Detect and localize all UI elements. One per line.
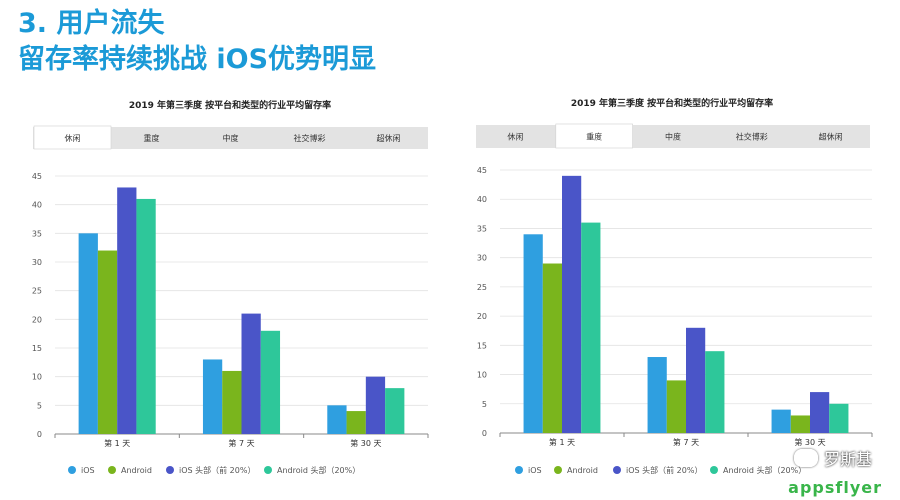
chart2-ytick: 0 xyxy=(482,429,487,438)
chart1-legend-label-1: Android xyxy=(121,466,152,475)
chart1-ytick: 20 xyxy=(32,315,42,324)
chart1-ytick: 5 xyxy=(37,401,42,410)
chart1-legend-label-3: Android 头部（20%） xyxy=(277,465,360,475)
chart1-bar-0-0 xyxy=(78,233,98,434)
chart1-legend-marker-2 xyxy=(166,466,174,474)
chart1-bar-1-1 xyxy=(222,370,242,434)
wechat-icon xyxy=(793,449,818,467)
slide-title: 3. 用户流失 留存率持续挑战 iOS优势明显 xyxy=(18,6,376,78)
chart2-tab-4-label: 超休闲 xyxy=(819,132,843,142)
chart1-bar-3-0 xyxy=(136,198,156,434)
chart1-ytick: 0 xyxy=(37,430,42,439)
chart2-category-label: 第 1 天 xyxy=(549,437,575,447)
chart2-tab-1-label: 重度 xyxy=(586,132,602,142)
chart1-ytick: 30 xyxy=(32,258,42,267)
chart1-legend-marker-3 xyxy=(264,466,272,474)
slide-title-line1: 3. 用户流失 xyxy=(18,8,165,39)
chart1-ytick: 35 xyxy=(32,229,42,238)
chart1-legend-marker-1 xyxy=(108,466,116,474)
chart2-ytick: 5 xyxy=(482,400,487,409)
chart1-legend-marker-0 xyxy=(68,466,76,474)
chart2-legend-marker-0 xyxy=(515,466,523,474)
chart2-ytick: 40 xyxy=(477,195,487,204)
chart2-bar-2-0 xyxy=(562,175,582,433)
chart1-tab-0-label: 休闲 xyxy=(65,133,81,143)
chart2-bar-3-1 xyxy=(705,351,725,433)
chart1-bar-1-0 xyxy=(97,250,118,434)
chart2-ytick: 20 xyxy=(477,312,487,321)
chart1-bar-0-1 xyxy=(202,359,223,434)
chart2-bar-1-1 xyxy=(666,380,686,433)
chart2-bar-0-0 xyxy=(523,234,543,433)
chart1-category-label: 第 1 天 xyxy=(104,438,130,448)
chart2-legend-marker-1 xyxy=(554,466,562,474)
chart1-bar-2-0 xyxy=(117,187,137,434)
chart2-tab-0-label: 休闲 xyxy=(507,132,523,142)
chart1-category-label: 第 30 天 xyxy=(350,438,381,448)
chart1-bar-1-2 xyxy=(346,411,366,434)
chart1-bar-3-2 xyxy=(385,388,405,434)
chart2-ytick: 30 xyxy=(477,254,487,263)
chart1-bar-0-2 xyxy=(327,405,347,434)
chart2-title: 2019 年第三季度 按平台和类型的行业平均留存率 xyxy=(571,97,773,109)
chart2-legend-label-3: Android 头部（20%） xyxy=(723,465,806,475)
chart2-bar-1-2 xyxy=(790,415,810,433)
chart1-legend-label-2: iOS 头部（前 20%） xyxy=(179,465,255,475)
chart1-tab-3-label: 社交博彩 xyxy=(294,133,326,143)
chart1-bar-2-2 xyxy=(365,376,386,434)
chart2-ytick: 35 xyxy=(477,224,487,233)
chart1-ytick: 40 xyxy=(32,201,42,210)
chart1-ytick: 25 xyxy=(32,287,42,296)
chart1-category-label: 第 7 天 xyxy=(228,438,254,448)
chart1-tab-4-label: 超休闲 xyxy=(377,133,401,143)
chart2-ytick: 15 xyxy=(477,341,487,350)
watermark-text: 罗斯基 xyxy=(823,450,872,469)
chart1-tab-2-label: 中度 xyxy=(223,133,239,143)
chart2-ytick: 45 xyxy=(477,166,487,175)
chart2-bar-2-1 xyxy=(686,327,706,433)
chart1-ytick: 10 xyxy=(32,373,42,382)
chart2-tab-1-active[interactable] xyxy=(555,123,633,149)
chart1-title: 2019 年第三季度 按平台和类型的行业平均留存率 xyxy=(129,99,331,111)
chart1-legend-label-0: iOS xyxy=(81,466,95,475)
chart2-ytick: 25 xyxy=(477,283,487,292)
chart2-legend-label-0: iOS xyxy=(528,466,542,475)
chart2-bar-3-2 xyxy=(829,403,849,433)
chart2-category-label: 第 7 天 xyxy=(673,437,699,447)
chart2-legend-marker-2 xyxy=(613,466,621,474)
chart1-ytick: 45 xyxy=(32,172,42,181)
chart2-ytick: 10 xyxy=(477,371,487,380)
chart1-bar-3-1 xyxy=(260,330,281,434)
chart1-bar-2-1 xyxy=(241,313,261,434)
chart2-bar-0-2 xyxy=(771,409,791,433)
chart2-legend-marker-3 xyxy=(710,466,718,474)
slide-title-line2: 留存率持续挑战 iOS优势明显 xyxy=(18,44,377,75)
chart2-tab-3-label: 社交博彩 xyxy=(736,132,768,142)
chart2-bar-3-0 xyxy=(581,222,601,433)
chart2-bar-2-2 xyxy=(810,392,830,433)
chart2-tab-2-label: 中度 xyxy=(665,132,681,142)
chart2-bar-1-0 xyxy=(542,263,562,433)
chart2-legend-label-1: Android xyxy=(567,466,598,475)
brand-logo: appsflyer xyxy=(788,478,882,497)
chart1-tab-bar xyxy=(33,127,428,149)
chart1-tab-1-label: 重度 xyxy=(144,133,160,143)
watermark: 罗斯基 xyxy=(793,446,872,470)
chart2-bar-0-1 xyxy=(647,357,667,433)
chart2-category-label: 第 30 天 xyxy=(794,437,825,447)
chart1-ytick: 15 xyxy=(32,344,42,353)
chart2-legend-label-2: iOS 头部（前 20%） xyxy=(626,465,702,475)
chart1-tab-0-active[interactable] xyxy=(33,125,112,150)
